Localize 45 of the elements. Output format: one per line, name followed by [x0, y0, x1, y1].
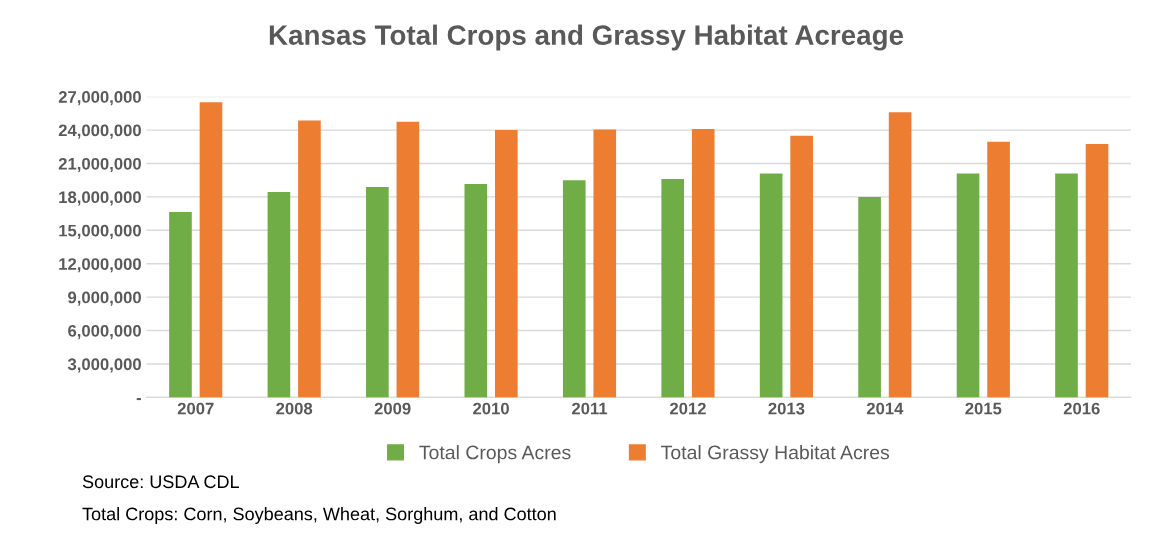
y-tick-label: - — [136, 398, 141, 401]
bar — [199, 102, 223, 398]
y-tick-label: 3,000,000 — [67, 358, 141, 373]
bar — [298, 120, 321, 398]
bar — [562, 180, 586, 398]
bar — [956, 173, 980, 398]
bar — [1085, 144, 1109, 398]
x-tick-label: 2011 — [572, 402, 608, 415]
x-tick-label: 2012 — [670, 402, 706, 415]
x-tick-label: 2009 — [374, 402, 411, 415]
x-tick-label: 2007 — [177, 402, 214, 415]
bar — [691, 128, 715, 398]
y-tick-label: 24,000,000 — [58, 124, 141, 139]
bar — [661, 179, 685, 398]
bar — [495, 130, 518, 398]
legend-label: Total Crops Acres — [419, 445, 571, 464]
legend-label: Total Grassy Habitat Acres — [661, 445, 890, 464]
chart-title: Kansas Total Crops and Grassy Habitat Acreage — [269, 24, 904, 51]
bar — [987, 141, 1010, 398]
x-tick-label: 2010 — [473, 402, 509, 415]
y-tick-label: 9,000,000 — [68, 291, 141, 306]
bar — [396, 121, 420, 398]
y-tick-label: 27,000,000 — [58, 91, 141, 106]
y-tick-label: 6,000,000 — [68, 324, 141, 340]
bar — [169, 211, 192, 398]
bar — [366, 186, 389, 398]
source-note: Source: USDA CDL — [82, 475, 239, 489]
y-tick-label: 12,000,000 — [59, 258, 141, 273]
x-tick-label: 2015 — [965, 402, 1002, 415]
text: Total Crops: Corn, Soybeans, Wheat, Sorghum, and Cotton — [82, 507, 556, 524]
bar — [464, 184, 488, 398]
bar — [1055, 173, 1078, 398]
y-tick-label: 18,000,000 — [59, 191, 141, 206]
bar — [790, 135, 813, 398]
y-tick-label: 21,000,000 — [58, 157, 141, 173]
y-tick-label: 15,000,000 — [59, 224, 141, 239]
x-tick-label: 2014 — [866, 402, 904, 415]
x-tick-label: 2008 — [276, 402, 313, 415]
bar — [267, 191, 291, 398]
x-tick-label: 2016 — [1063, 402, 1100, 415]
bar — [858, 196, 881, 398]
x-tick-label: 2013 — [768, 402, 805, 415]
bar — [593, 129, 617, 398]
bar — [759, 173, 783, 398]
bar — [888, 112, 912, 398]
